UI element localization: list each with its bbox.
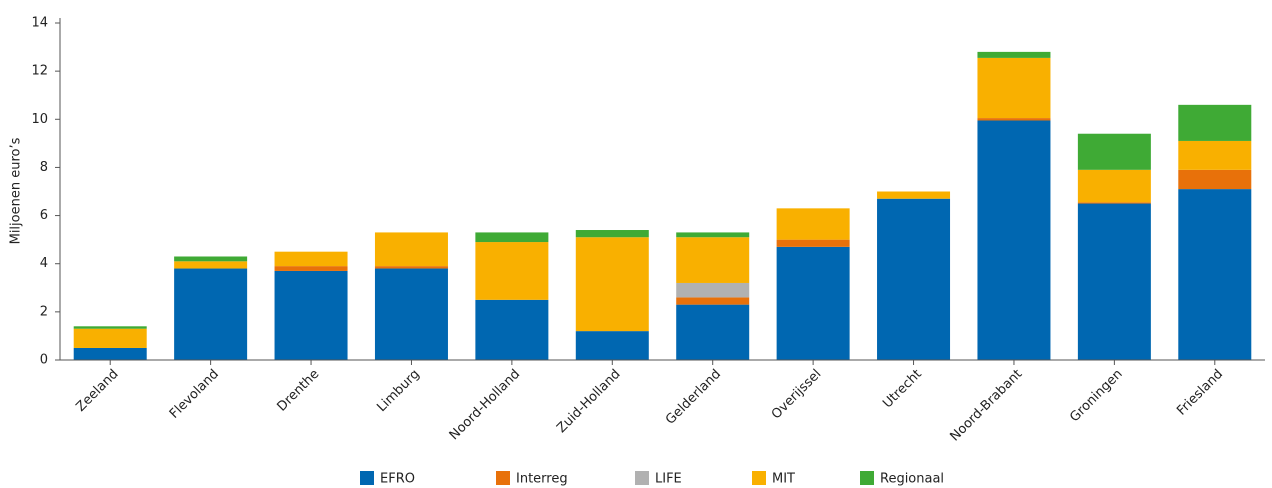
bar-segment	[977, 51, 1051, 58]
bar-segment	[877, 191, 951, 199]
x-tick-label: Groningen	[1067, 367, 1125, 425]
bar-segment	[274, 266, 348, 271]
legend-swatch	[496, 471, 510, 485]
y-tick-label: 2	[40, 304, 48, 319]
x-tick-label: Overijssel	[769, 367, 825, 423]
y-tick-label: 12	[31, 64, 48, 79]
bar-segment	[274, 251, 348, 267]
y-tick-label: 6	[40, 208, 48, 223]
x-tick-label: Drenthe	[275, 367, 323, 415]
legend-swatch	[635, 471, 649, 485]
bar-segment	[877, 198, 951, 360]
x-tick-label: Gelderland	[663, 367, 724, 428]
x-tick-label: Zuid-Holland	[554, 367, 623, 436]
y-tick-label: 4	[40, 256, 48, 271]
bar-segment	[676, 304, 750, 360]
legend-swatch	[860, 471, 874, 485]
bar-segment	[575, 230, 649, 238]
y-axis-title: Miljoenen euro’s	[9, 137, 24, 244]
legend-swatch	[360, 471, 374, 485]
bar-segment	[676, 237, 750, 283]
y-tick-label: 10	[31, 112, 48, 127]
y-tick-label: 8	[40, 160, 48, 175]
legend-label: MIT	[772, 472, 795, 487]
bar-segment	[575, 237, 649, 332]
bar-segment	[174, 256, 248, 262]
bar-segment	[274, 270, 348, 360]
bar-segment	[1178, 104, 1252, 141]
bar-segment	[977, 118, 1051, 121]
bar-segment	[776, 246, 850, 360]
legend-label: Interreg	[516, 472, 568, 487]
bar-segment	[1178, 140, 1252, 170]
bar-segment	[1077, 202, 1151, 204]
x-tick-label: Utrecht	[880, 367, 925, 412]
x-tick-label: Zeeland	[73, 367, 121, 415]
legend-swatch	[752, 471, 766, 485]
bar-segment	[174, 261, 248, 269]
x-tick-label: Noord-Brabant	[947, 367, 1025, 445]
x-tick-label: Noord-Holland	[447, 367, 523, 443]
legend-label: EFRO	[380, 472, 415, 487]
bar-segment	[676, 282, 750, 298]
bar-segment	[174, 268, 248, 360]
bar-segment	[73, 347, 147, 360]
bar-segment	[1077, 133, 1151, 170]
y-tick-label: 14	[31, 16, 48, 31]
bar-segment	[676, 297, 750, 305]
y-tick-label: 0	[40, 353, 48, 368]
bar-segment	[1178, 169, 1252, 190]
bar-segment	[73, 326, 147, 329]
bar-segment	[475, 299, 549, 360]
bar-segment	[374, 268, 448, 360]
bar-segment	[977, 120, 1051, 360]
bar-segment	[1178, 189, 1252, 360]
bar-segment	[575, 331, 649, 360]
legend-label: LIFE	[655, 472, 682, 487]
legend-label: Regionaal	[880, 472, 944, 487]
bar-segment	[776, 208, 850, 240]
bar-segment	[374, 232, 448, 267]
bar-segment	[1077, 169, 1151, 203]
bar-segment	[73, 328, 147, 348]
bar-segment	[977, 57, 1051, 119]
bar-segment	[676, 232, 750, 238]
bar-segment	[475, 242, 549, 300]
x-tick-label: Friesland	[1174, 367, 1226, 419]
x-tick-label: Flevoland	[167, 367, 222, 422]
x-tick-label: Limburg	[374, 367, 422, 415]
bar-segment	[475, 232, 549, 243]
bar-segment	[776, 239, 850, 247]
bar-segment	[1077, 203, 1151, 360]
bar-segment	[374, 266, 448, 269]
